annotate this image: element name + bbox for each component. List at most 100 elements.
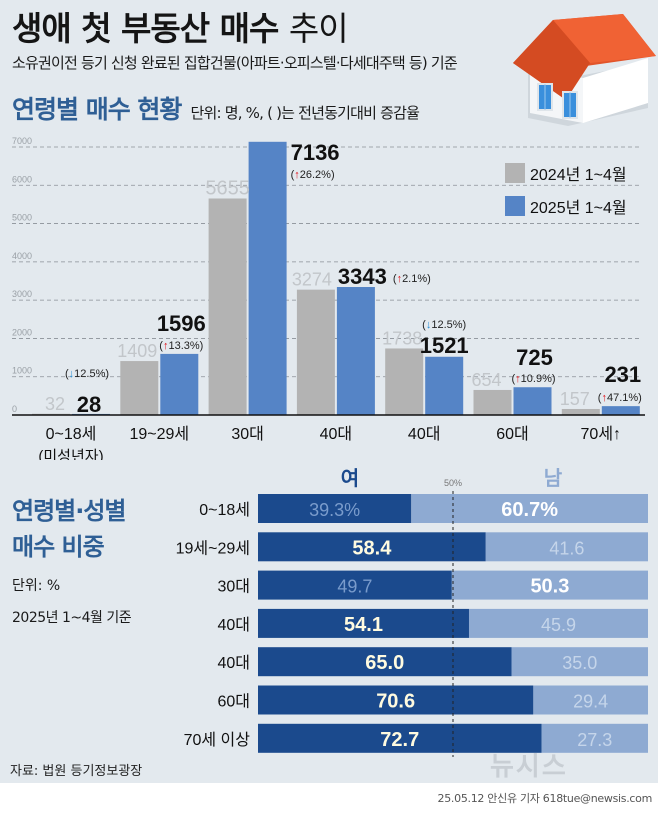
category-label: 0~18세	[46, 425, 97, 443]
value-label-2025: 1521	[420, 333, 469, 358]
section2-basis: 2025년 1~4월 기준	[12, 610, 132, 626]
row-label: 60대	[217, 693, 250, 711]
female-value: 65.0	[365, 652, 404, 674]
y-tick-label: 2000	[12, 327, 32, 337]
paren-open: (	[512, 373, 516, 385]
change-percent: 12.5%)	[74, 368, 109, 380]
section-heading: 연령별 매수 현황	[12, 95, 182, 124]
arrow-up-icon: ↑	[397, 273, 403, 285]
arrow-down-icon: ↓	[69, 368, 75, 380]
arrow-up-icon: ↑	[294, 169, 300, 181]
credit-line: 25.05.12 안신유 기자 618tue@newsis.com	[437, 792, 653, 805]
value-label-2024: 654	[471, 370, 501, 390]
category-sublabel: (미성년자)	[38, 448, 103, 460]
arrow-down-icon: ↓	[426, 319, 432, 331]
change-label: (↑26.2%)	[291, 169, 335, 181]
section2-heading-line1: 연령별·성별	[12, 497, 127, 525]
value-label-2024: 1409	[117, 341, 157, 361]
male-header: 남	[544, 467, 563, 490]
bar-2025	[601, 406, 640, 415]
value-label-2024: 32	[45, 394, 65, 414]
male-value: 50.3	[530, 576, 569, 598]
bar-2024	[561, 408, 600, 415]
change-percent: 26.2%)	[300, 169, 335, 181]
legend-swatch-2025	[505, 196, 525, 216]
y-tick-label: 1000	[12, 366, 32, 376]
female-bar	[258, 494, 412, 523]
male-value: 27.3	[577, 730, 612, 750]
subtitle: 소유권이전 등기 신청 완료된 집합건물(아파트·오피스텔·다세대주택 등) 기…	[12, 54, 458, 72]
female-header: 여	[341, 467, 359, 490]
female-bar	[258, 685, 534, 715]
share-row: 19세~29세 58.4 41.6	[176, 532, 648, 562]
bar-2025	[248, 141, 287, 415]
change-label: (↑47.1%)	[598, 392, 642, 404]
arrow-up-icon: ↑	[163, 340, 169, 352]
arrow-up-icon: ↑	[601, 392, 607, 404]
male-value: 29.4	[573, 692, 608, 712]
value-label-2024: 157	[560, 389, 590, 409]
row-label: 40대	[217, 654, 250, 672]
change-label: (↓12.5%)	[65, 368, 109, 380]
reference-label: 50%	[444, 478, 462, 488]
value-label-2025: 725	[516, 345, 553, 370]
male-value: 41.6	[549, 538, 584, 558]
source-note: 자료: 법원 등기정보광장	[10, 764, 143, 779]
male-bar	[485, 532, 648, 562]
category-label: 19~29세	[129, 425, 189, 443]
y-tick-label: 7000	[12, 136, 32, 146]
legend-label-2024: 2024년 1~4월	[530, 166, 627, 184]
female-value: 58.4	[352, 537, 392, 559]
change-label: (↑2.1%)	[393, 273, 431, 285]
row-label: 40대	[217, 616, 250, 634]
male-value: 45.9	[541, 615, 576, 635]
y-tick-label: 6000	[12, 174, 32, 184]
value-label-2024: 3274	[292, 270, 332, 290]
arrow-up-icon: ↑	[515, 373, 521, 385]
section-age-purchases-header: 연령별 매수 현황 단위: 명, %, ( )는 전년동기대비 증감율	[12, 90, 420, 126]
value-label-2024: 5655	[205, 177, 250, 199]
share-row: 0~18세 39.3% 60.7%	[199, 494, 648, 523]
category-label: 40대	[320, 425, 353, 443]
bar-2025	[513, 387, 552, 415]
bar-2024	[120, 361, 159, 415]
female-bar	[258, 570, 452, 600]
female-value: 49.7	[337, 577, 372, 597]
row-label: 30대	[217, 578, 250, 596]
change-percent: 13.3%)	[168, 340, 203, 352]
title-bold: 생애 첫 부동산 매수	[12, 9, 279, 48]
female-bar	[258, 723, 542, 753]
bar-2024	[385, 348, 424, 415]
change-label: (↑13.3%)	[159, 340, 203, 352]
female-value: 72.7	[380, 729, 419, 751]
share-row: 70세 이상 72.7 27.3	[184, 723, 648, 753]
paren-open: (	[65, 368, 69, 380]
male-bar	[468, 608, 648, 638]
share-row: 60대 70.6 29.4	[217, 685, 648, 715]
watermark: 뉴시스	[490, 752, 568, 782]
y-tick-label: 3000	[12, 289, 32, 299]
male-bar	[533, 685, 648, 715]
y-tick-label: 0	[12, 404, 17, 414]
change-label: (↑10.9%)	[512, 373, 556, 385]
value-label-2025: 7136	[291, 140, 340, 165]
bar-2025	[160, 353, 199, 415]
legend: 2024년 1~4월 2025년 1~4월	[505, 163, 627, 217]
row-label: 70세 이상	[184, 731, 251, 749]
y-tick-label: 4000	[12, 251, 32, 261]
male-bar	[411, 494, 648, 523]
bar-2024	[296, 289, 335, 415]
bar-2024	[208, 198, 247, 415]
section2-unit: 단위: %	[12, 578, 61, 594]
paren-open: (	[598, 392, 602, 404]
male-bar	[451, 570, 648, 600]
category-label: 30대	[231, 425, 264, 443]
female-bar	[258, 532, 486, 562]
male-value: 35.0	[562, 653, 597, 673]
share-row: 40대 65.0 35.0	[217, 647, 648, 677]
bar-2024	[473, 389, 512, 415]
y-tick-label: 5000	[12, 213, 32, 223]
section2-heading-line2: 매수 비중	[12, 533, 105, 561]
change-percent: 10.9%)	[521, 373, 556, 385]
